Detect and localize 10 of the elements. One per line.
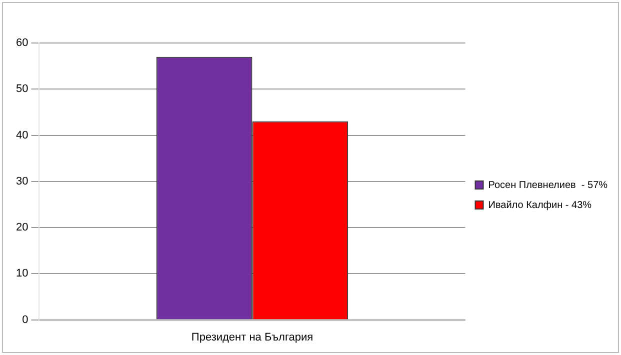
y-tick-label: 40 — [16, 129, 28, 142]
y-tick-label: 0 — [22, 314, 28, 326]
legend-label: Росен Плевнелиев - 57% — [488, 180, 608, 191]
legend-label: Ивайло Калфин - 43% — [488, 200, 592, 211]
x-tick-label: Президент на България — [191, 331, 314, 344]
y-tick-label: 30 — [16, 175, 28, 188]
y-tick-label: 60 — [16, 37, 28, 50]
y-tick-label: 20 — [16, 222, 28, 234]
y-tick-label: 50 — [16, 83, 28, 96]
y-tick-label: 10 — [16, 268, 28, 280]
